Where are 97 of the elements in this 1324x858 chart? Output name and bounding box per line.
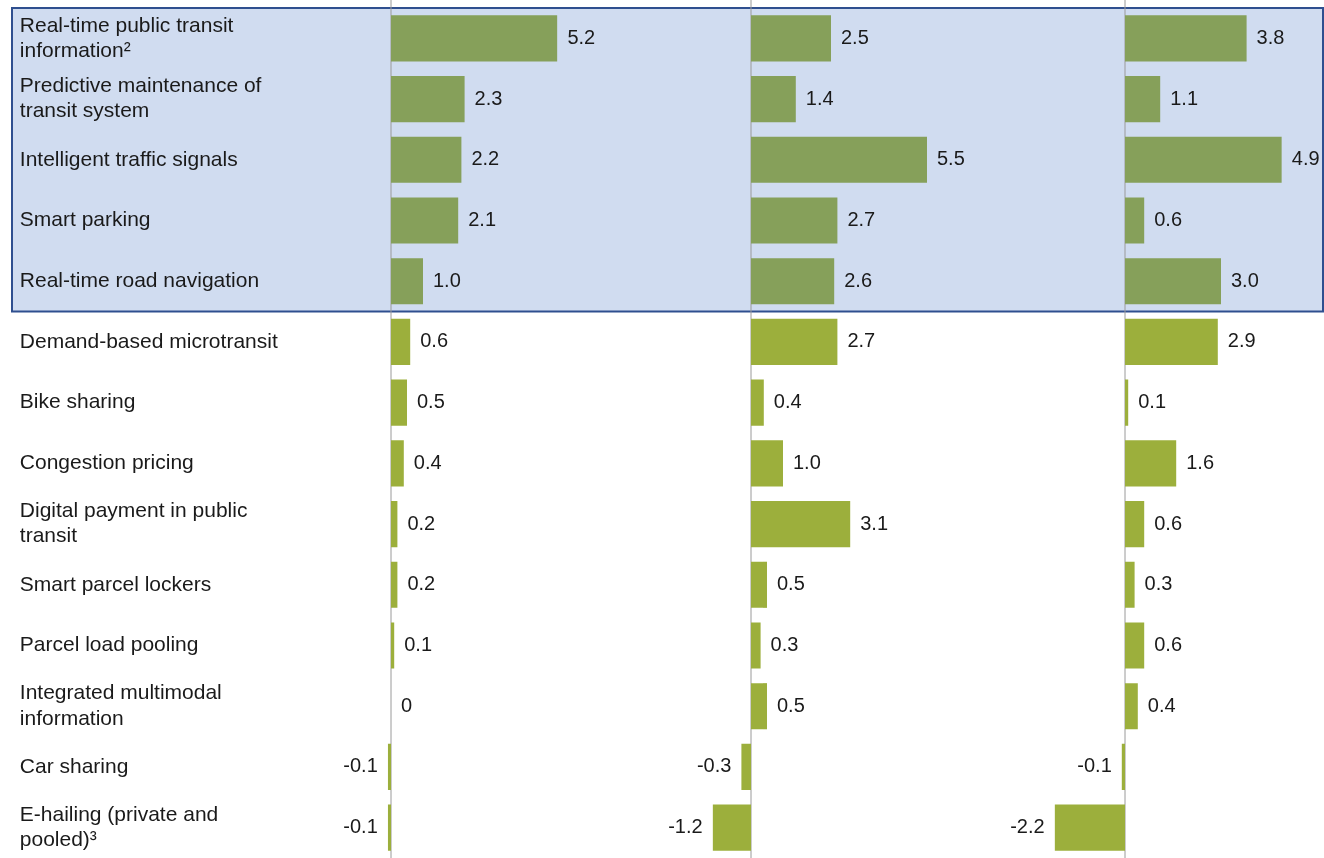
data-label: -2.2 bbox=[1010, 815, 1045, 838]
bar bbox=[387, 743, 391, 790]
data-label: 5.5 bbox=[937, 147, 965, 170]
y-tick-label: Smart parcel lockers bbox=[19, 571, 212, 595]
data-label: 3.8 bbox=[1256, 25, 1285, 48]
data-label: -0.1 bbox=[343, 754, 378, 777]
data-label: 3.0 bbox=[1231, 268, 1259, 291]
data-label: 0.6 bbox=[1154, 511, 1183, 534]
bar bbox=[391, 15, 558, 62]
bar bbox=[751, 318, 838, 365]
y-tick-label: Digital payment in public transit bbox=[19, 498, 248, 547]
y-tick-label: Bike sharing bbox=[19, 389, 136, 413]
bar bbox=[751, 258, 835, 305]
data-label: 0 bbox=[401, 693, 413, 716]
bar bbox=[1125, 683, 1138, 730]
data-label: 0.5 bbox=[777, 693, 805, 716]
data-label: 2.1 bbox=[468, 208, 497, 231]
data-label: 0.1 bbox=[1138, 390, 1167, 413]
data-label: -0.1 bbox=[1077, 754, 1112, 777]
data-label: 4.9 bbox=[1291, 147, 1320, 170]
bar bbox=[712, 804, 751, 851]
y-tick-label: Smart parking bbox=[19, 207, 151, 231]
bar bbox=[391, 136, 462, 183]
bar bbox=[1125, 136, 1282, 183]
bar bbox=[1125, 197, 1145, 244]
data-label: 1.0 bbox=[433, 268, 461, 291]
bar bbox=[1121, 743, 1125, 790]
bar bbox=[391, 561, 398, 608]
data-label: 1.1 bbox=[1170, 86, 1199, 109]
data-label: 2.5 bbox=[841, 25, 869, 48]
bar bbox=[1125, 318, 1218, 365]
y-tick-label: Congestion pricing bbox=[19, 450, 194, 474]
bar bbox=[1125, 15, 1247, 62]
y-tick-label: E-hailing (private and pooled)³ bbox=[19, 801, 219, 851]
bar bbox=[751, 622, 761, 669]
y-tick-label: Predictive maintenance of transit system bbox=[19, 73, 262, 122]
data-label: 0.4 bbox=[413, 450, 442, 473]
bar bbox=[751, 76, 796, 123]
bar bbox=[391, 622, 395, 669]
data-label: 1.6 bbox=[1186, 450, 1215, 473]
data-label: 0.2 bbox=[407, 572, 436, 595]
bar bbox=[391, 379, 407, 426]
y-tick-label: Real-time road navigation bbox=[19, 268, 260, 292]
bar bbox=[751, 561, 767, 608]
bar bbox=[391, 501, 398, 548]
data-label: -0.3 bbox=[696, 754, 732, 777]
data-label: 2.7 bbox=[847, 208, 876, 231]
data-label: 2.6 bbox=[844, 268, 873, 291]
bar bbox=[751, 379, 764, 426]
bar bbox=[751, 197, 838, 244]
y-tick-label: Demand-based microtransit bbox=[19, 328, 278, 352]
y-tick-label: Real-time public transit information² bbox=[19, 12, 234, 61]
data-label: 2.3 bbox=[474, 86, 503, 109]
bar bbox=[1054, 804, 1125, 851]
data-label: 0.6 bbox=[1154, 208, 1183, 231]
bar bbox=[391, 440, 404, 487]
data-label: 0.6 bbox=[1154, 633, 1183, 656]
data-label: 0.6 bbox=[420, 329, 449, 352]
bar bbox=[751, 683, 767, 730]
y-tick-label: Parcel load pooling bbox=[19, 632, 199, 656]
bar bbox=[1125, 258, 1221, 305]
bar bbox=[1125, 440, 1177, 487]
y-tick-label: Car sharing bbox=[19, 753, 129, 777]
data-label: 3.1 bbox=[860, 511, 889, 534]
bar bbox=[391, 76, 465, 123]
data-label: 0.4 bbox=[773, 390, 802, 413]
data-label: 0.1 bbox=[404, 633, 433, 656]
data-label: 0.5 bbox=[777, 572, 805, 595]
y-tick-label: Integrated multimodal information bbox=[19, 680, 222, 729]
data-label: -1.2 bbox=[668, 815, 703, 838]
bar bbox=[1125, 501, 1145, 548]
bar bbox=[1125, 379, 1129, 426]
data-label: 0.3 bbox=[1144, 572, 1173, 595]
bar bbox=[387, 804, 391, 851]
bar bbox=[1125, 76, 1161, 123]
y-tick-label: Intelligent traffic signals bbox=[19, 146, 238, 170]
data-label: 5.2 bbox=[567, 25, 596, 48]
data-label: 0.4 bbox=[1147, 693, 1176, 716]
bar bbox=[741, 743, 751, 790]
bar bbox=[751, 15, 831, 62]
data-label: 1.4 bbox=[805, 86, 834, 109]
data-label: 0.3 bbox=[770, 633, 799, 656]
bar bbox=[391, 197, 459, 244]
bar bbox=[751, 501, 851, 548]
bar bbox=[751, 440, 783, 487]
data-label: 1.0 bbox=[793, 450, 821, 473]
bar bbox=[391, 258, 423, 305]
bar bbox=[1125, 622, 1145, 669]
data-label: 2.7 bbox=[847, 329, 876, 352]
data-label: -0.1 bbox=[343, 815, 378, 838]
bar bbox=[1125, 561, 1135, 608]
data-label: 0.5 bbox=[417, 390, 445, 413]
data-label: 2.2 bbox=[471, 147, 500, 170]
bar bbox=[751, 136, 927, 183]
bar bbox=[391, 318, 411, 365]
data-label: 2.9 bbox=[1227, 329, 1256, 352]
data-label: 0.2 bbox=[407, 511, 436, 534]
